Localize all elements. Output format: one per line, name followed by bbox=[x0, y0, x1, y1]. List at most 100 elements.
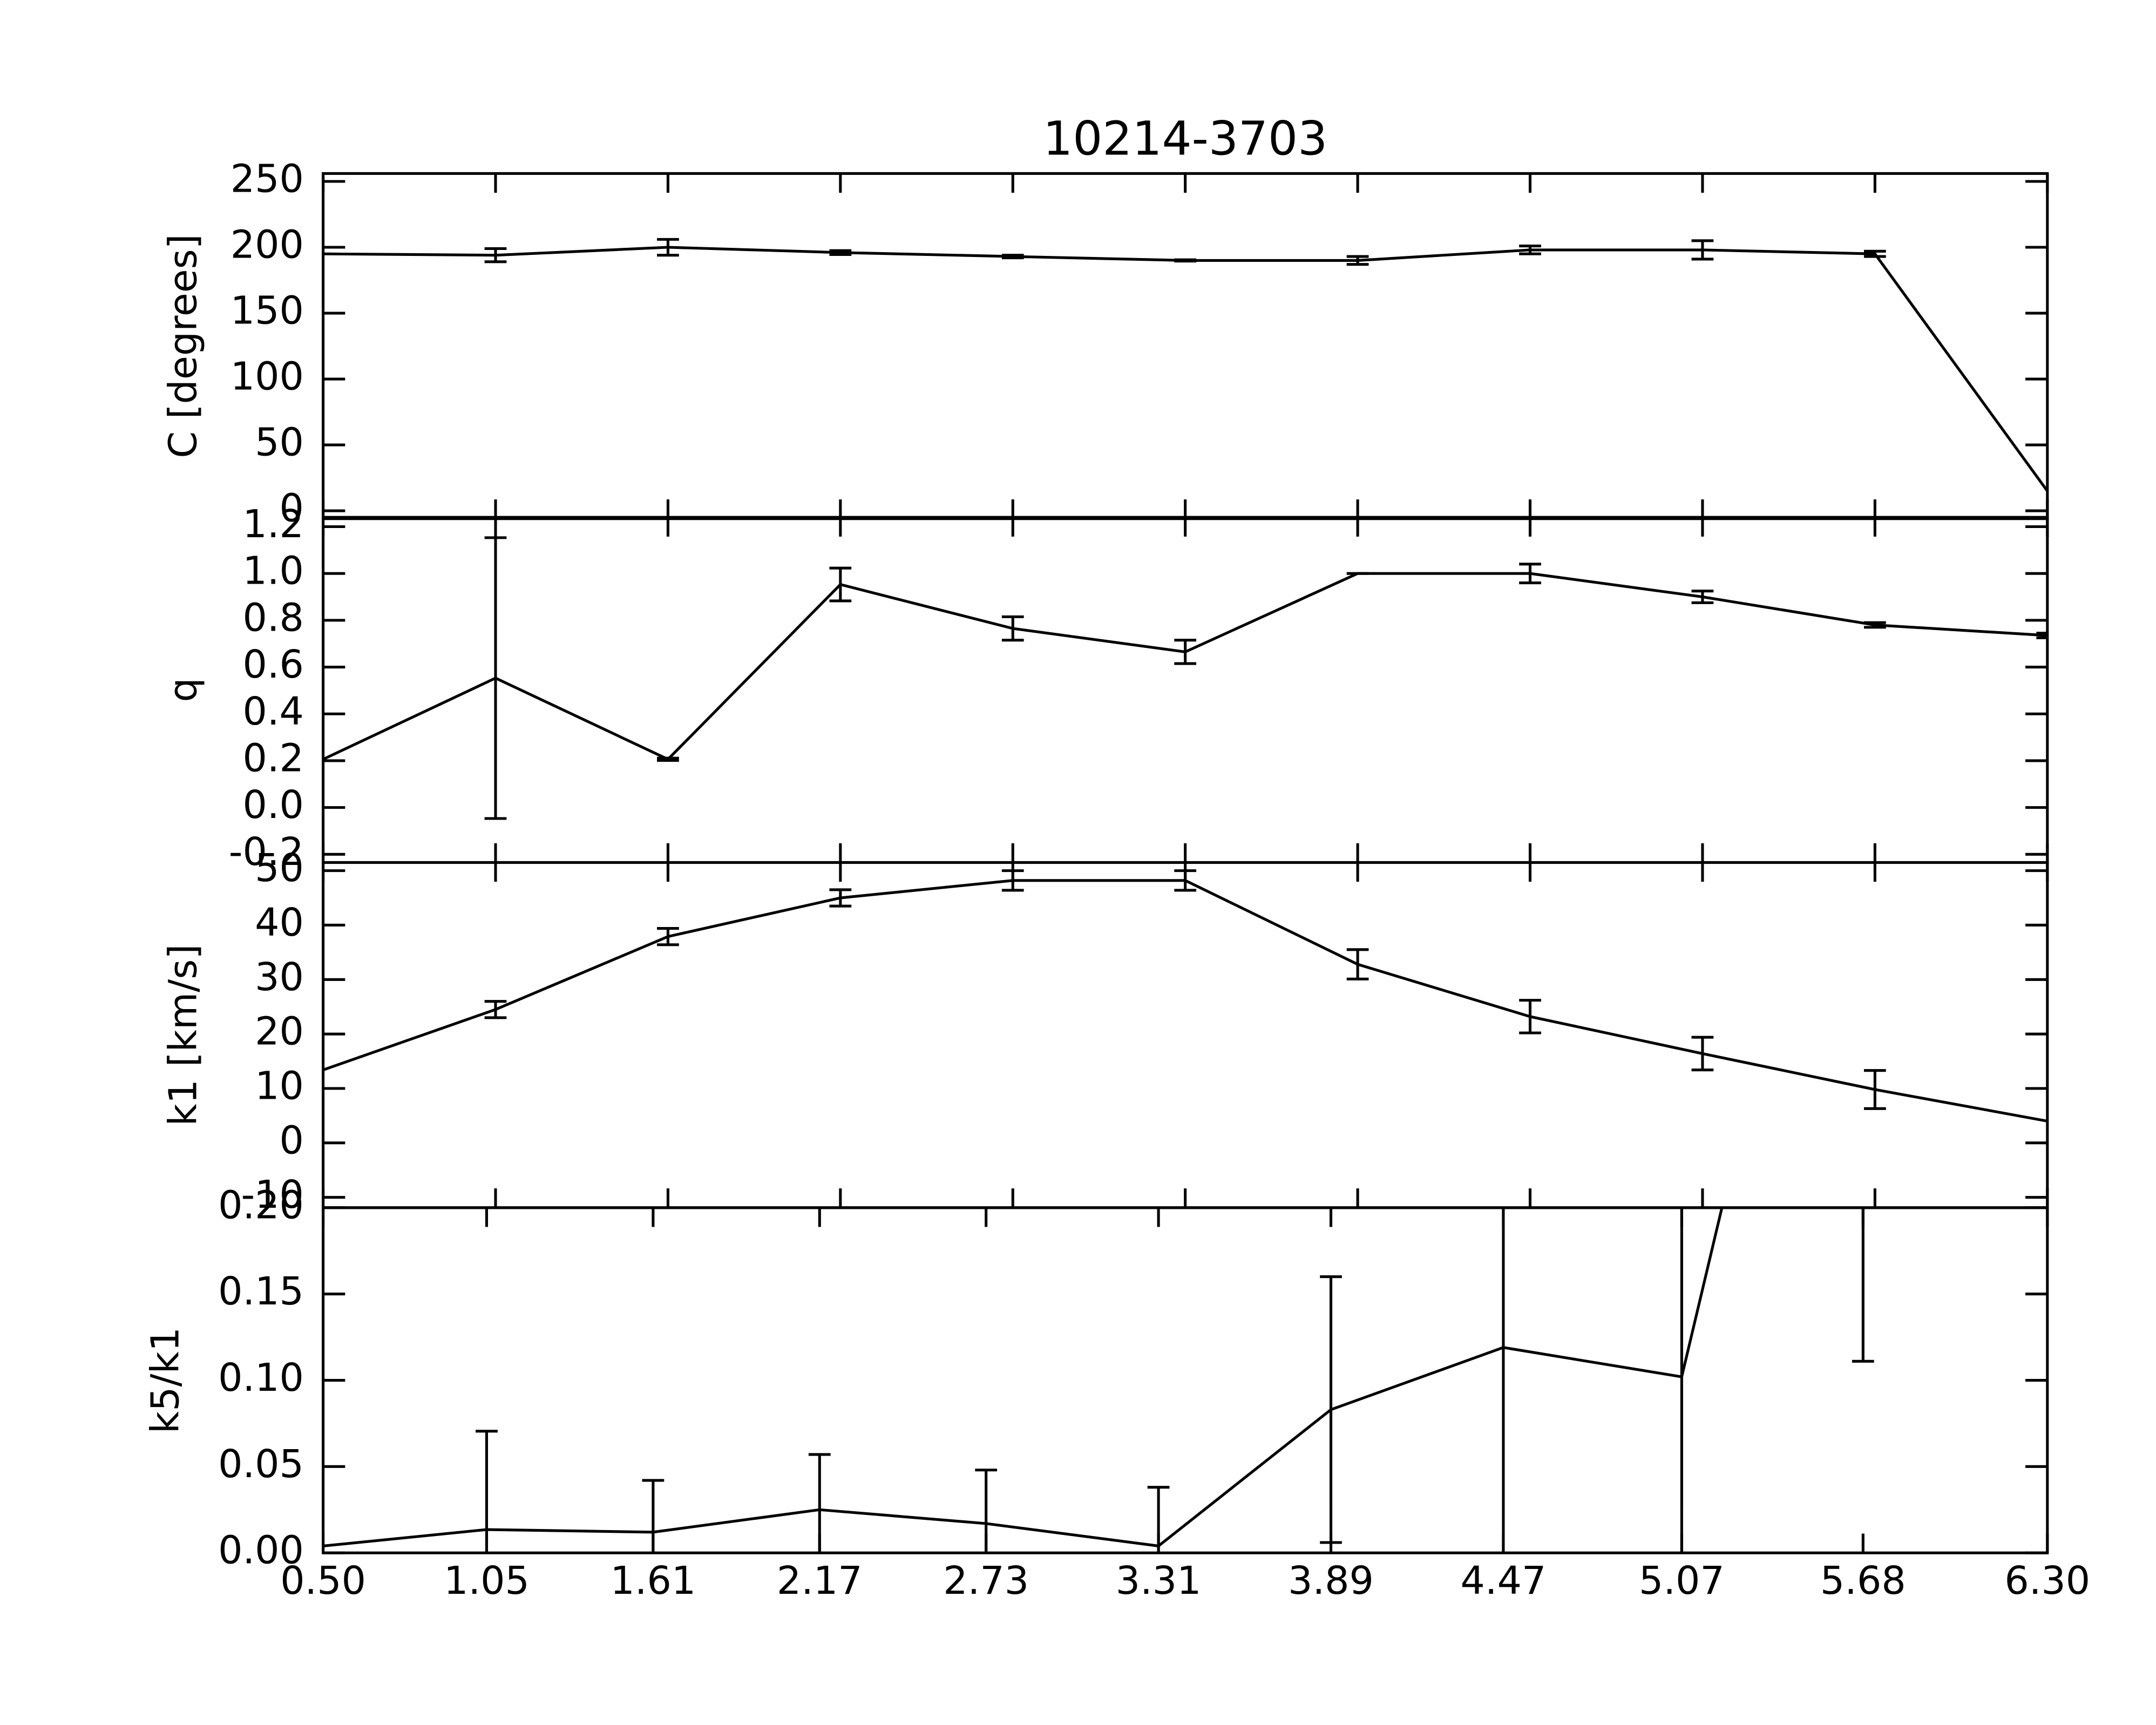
x-tick-label: 6.30 bbox=[2004, 1558, 2090, 1603]
error-bar bbox=[484, 536, 507, 820]
error-bar bbox=[1863, 621, 1886, 629]
error-bar-shape bbox=[484, 536, 507, 820]
y-tick-label: 0.0 bbox=[243, 782, 304, 827]
error-bar bbox=[1691, 1036, 1714, 1072]
error-bar bbox=[829, 888, 852, 908]
y-axis-label: k5/k1 bbox=[143, 1327, 187, 1433]
error-bar-shape bbox=[1147, 1486, 1170, 1553]
error-bar bbox=[484, 1000, 507, 1019]
error-bar bbox=[476, 1430, 498, 1553]
y-tick-label: 0 bbox=[280, 1118, 304, 1162]
plot-area bbox=[323, 869, 2047, 1123]
error-bar-shape bbox=[1680, 1207, 1683, 1553]
error-bar-shape bbox=[1691, 590, 1714, 604]
x-tick-label: 5.07 bbox=[1639, 1558, 1725, 1603]
data-line bbox=[323, 879, 2047, 1123]
error-bar bbox=[1502, 1207, 1505, 1553]
x-tick-label: 3.31 bbox=[1116, 1558, 1202, 1603]
y-tick-label: 0.15 bbox=[218, 1269, 304, 1314]
error-bar bbox=[1519, 563, 1541, 585]
error-bar-shape bbox=[1519, 245, 1541, 255]
error-bar-shape bbox=[1519, 563, 1541, 585]
y-tick-label: 20 bbox=[255, 1009, 304, 1054]
x-tick-label: 1.05 bbox=[444, 1558, 530, 1603]
error-bar-shape bbox=[829, 249, 852, 256]
error-bar bbox=[484, 247, 507, 263]
error-bar-shape bbox=[657, 926, 679, 946]
error-bar-shape bbox=[1174, 639, 1197, 665]
error-bar bbox=[2036, 632, 2047, 639]
error-bar-shape bbox=[1691, 239, 1714, 261]
error-bar bbox=[1174, 869, 1197, 892]
y-axis-label: C [degrees] bbox=[160, 234, 205, 458]
error-bar bbox=[1691, 239, 1714, 261]
error-bar bbox=[1346, 255, 1369, 266]
y-tick-label: 40 bbox=[255, 900, 304, 945]
y-tick-label: 200 bbox=[230, 222, 304, 267]
data-line bbox=[323, 572, 2047, 761]
error-bar bbox=[657, 238, 679, 257]
error-bar bbox=[1001, 615, 1024, 642]
error-bar bbox=[1346, 948, 1369, 980]
error-bar-shape bbox=[1502, 1207, 1505, 1553]
y-tick-label: 0.10 bbox=[218, 1355, 304, 1400]
error-bar-shape bbox=[1691, 1036, 1714, 1072]
y-tick-label: 1.0 bbox=[243, 549, 304, 593]
error-bar-shape bbox=[808, 1453, 831, 1553]
error-bar bbox=[829, 249, 852, 256]
chart-title: 10214-3703 bbox=[1043, 112, 1327, 166]
y-tick-label: 0.8 bbox=[243, 595, 304, 640]
error-bar bbox=[1519, 245, 1541, 255]
error-bar bbox=[1863, 249, 1886, 258]
data-line bbox=[323, 246, 2047, 492]
error-bar-shape bbox=[1346, 255, 1369, 266]
error-bar bbox=[657, 926, 679, 946]
y-tick-label: 150 bbox=[230, 288, 304, 333]
error-bar-shape bbox=[1863, 249, 1886, 258]
error-bar bbox=[1174, 258, 1197, 263]
y-tick-label: 50 bbox=[255, 420, 304, 465]
y-tick-label: -0.2 bbox=[229, 829, 304, 874]
error-bar bbox=[1001, 869, 1024, 892]
x-tick-label: 3.89 bbox=[1288, 1558, 1374, 1603]
x-tick-label: 0.50 bbox=[280, 1558, 366, 1603]
y-tick-label: 50 bbox=[255, 845, 304, 890]
error-bar bbox=[1863, 1069, 1886, 1110]
error-bar bbox=[1147, 1486, 1170, 1553]
x-tick-label: 4.47 bbox=[1461, 1558, 1547, 1603]
error-bar bbox=[657, 756, 679, 762]
error-bar-shape bbox=[829, 888, 852, 908]
error-bar bbox=[829, 566, 852, 603]
x-tick-label: 2.17 bbox=[777, 1558, 863, 1603]
x-tick-label: 5.68 bbox=[1820, 1558, 1906, 1603]
y-tick-label: 0.4 bbox=[243, 689, 304, 734]
error-bar bbox=[642, 1479, 665, 1553]
y-tick-label: 0.00 bbox=[218, 1528, 304, 1573]
error-bar-shape bbox=[1001, 254, 1024, 260]
error-bar bbox=[1852, 1207, 1874, 1363]
plot-area bbox=[323, 1207, 1874, 1553]
x-tick-label: 2.73 bbox=[943, 1558, 1029, 1603]
error-bar-shape bbox=[1852, 1207, 1874, 1363]
error-bar-shape bbox=[642, 1479, 665, 1553]
y-axis-label: k1 [km/s] bbox=[160, 944, 205, 1126]
error-bar bbox=[1174, 639, 1197, 665]
error-bar bbox=[1519, 999, 1541, 1034]
x-tick-label: 1.61 bbox=[610, 1558, 696, 1603]
error-bar-shape bbox=[484, 1000, 507, 1019]
error-bar-shape bbox=[1001, 615, 1024, 642]
error-bar-shape bbox=[829, 566, 852, 603]
error-bar bbox=[1691, 590, 1714, 604]
panel-frame bbox=[322, 172, 2049, 520]
error-bar bbox=[1320, 1275, 1342, 1544]
panel-frame bbox=[322, 1206, 2049, 1554]
error-bar-shape bbox=[1863, 621, 1886, 629]
error-bar-shape bbox=[657, 238, 679, 257]
error-bar bbox=[1680, 1207, 1683, 1553]
y-tick-label: 10 bbox=[255, 1064, 304, 1108]
error-bar-shape bbox=[975, 1469, 998, 1553]
error-bar-shape bbox=[657, 756, 679, 762]
y-tick-label: 0.2 bbox=[243, 735, 304, 780]
error-bar bbox=[975, 1469, 998, 1553]
